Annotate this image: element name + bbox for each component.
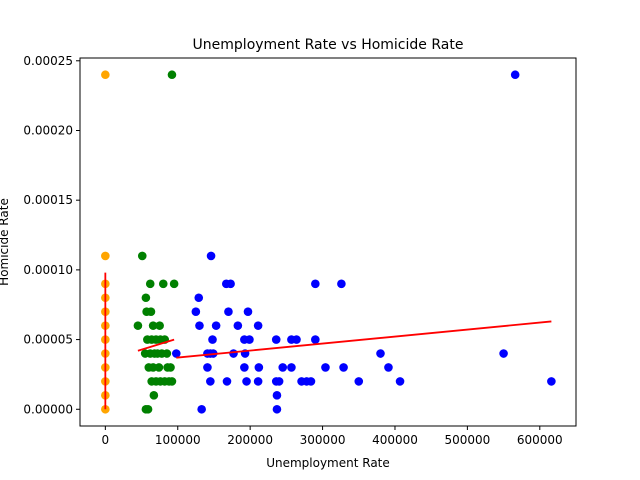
data-point [339,363,348,372]
data-point [222,377,232,386]
data-point [133,321,143,330]
x-axis-label: Unemployment Rate [266,456,390,470]
x-tick-label: 300000 [300,433,346,447]
data-point [243,307,253,317]
data-point [253,377,263,386]
y-tick-label: 0.00015 [23,193,73,207]
data-point [499,349,508,358]
data-point [146,307,156,317]
chart-title: Unemployment Rate vs Homicide Rate [193,37,464,53]
data-point [137,251,147,261]
plot-area [101,70,556,414]
trendline [137,338,175,352]
y-tick-label: 0.00005 [23,333,73,347]
data-point [211,321,221,330]
data-point [354,377,364,386]
data-point [167,70,177,80]
data-point [274,377,284,386]
data-point [194,293,204,303]
data-point [141,293,151,303]
data-point [206,251,216,261]
data-point [376,349,385,358]
data-point [162,349,172,358]
x-tick-label: 100000 [155,433,201,447]
x-tick-label: 400000 [372,433,418,447]
data-point [337,279,346,289]
y-tick-label: 0.00010 [23,263,73,277]
data-point [384,363,393,372]
data-point [101,251,110,261]
x-tick-label: 0 [102,433,110,447]
y-axis: 0.00000 0.00005 0.00010 0.00015 0.00020 0.000… [23,54,80,416]
data-point [306,377,316,386]
data-point [101,70,110,80]
data-point [395,377,405,386]
data-point [287,363,296,372]
data-point [206,377,215,386]
y-tick-label: 0.00020 [23,123,73,137]
data-point [547,377,556,386]
x-tick-label: 600000 [517,433,563,447]
data-point [203,363,212,372]
data-point [229,349,238,358]
data-point [321,363,330,372]
data-point [197,404,206,414]
data-point [149,391,159,400]
data-point [311,279,320,289]
data-point [208,335,217,344]
y-axis-label: Homicide Rate [0,198,11,286]
data-point [166,363,175,372]
y-tick-label: 0.00000 [23,402,73,416]
data-point [172,349,181,358]
data-point [167,377,177,386]
data-point [158,279,168,289]
data-point [145,279,155,289]
data-point [278,363,288,372]
data-point [154,363,164,372]
data-point [233,321,243,330]
data-point [253,321,263,330]
data-point [143,404,153,414]
x-axis: 0 100000 200000 300000 400000 500000 600000 [102,426,563,447]
trendline [176,320,552,359]
data-point [292,335,301,344]
trendlines [104,272,552,410]
data-point [195,321,204,330]
data-point [271,335,281,344]
y-tick-label: 0.00025 [23,54,73,68]
data-point [242,377,251,386]
data-point [101,404,110,414]
x-tick-label: 500000 [444,433,490,447]
data-point [226,279,235,289]
data-point [254,363,264,372]
data-point [224,307,233,317]
data-point [311,335,320,344]
data-point [169,279,179,289]
plot-frame [79,57,577,427]
data-point [272,391,282,400]
data-point [245,335,254,344]
data-point [191,307,201,317]
data-point [510,70,520,80]
data-point [148,321,158,330]
data-point [240,363,249,372]
x-tick-label: 200000 [227,433,273,447]
data-point [155,321,164,330]
data-point [272,404,282,414]
